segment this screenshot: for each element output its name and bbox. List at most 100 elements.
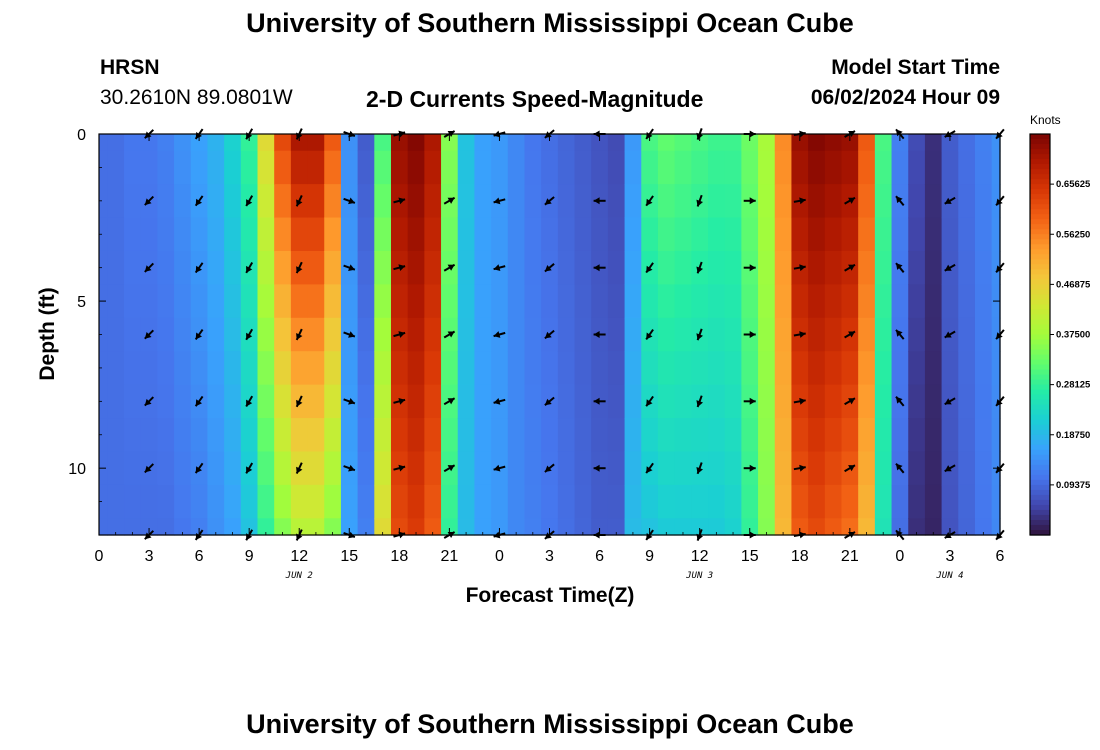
- heatmap-cell: [758, 150, 776, 185]
- heatmap-cell: [791, 150, 809, 185]
- heatmap-cell: [741, 217, 759, 252]
- heatmap-cell: [207, 484, 225, 519]
- heatmap-cell: [908, 451, 926, 486]
- heatmap-cell: [607, 250, 626, 285]
- heatmap-cell: [924, 184, 943, 219]
- heatmap-cell: [657, 518, 676, 536]
- heatmap-cell: [791, 217, 809, 252]
- heatmap-cell: [290, 351, 309, 386]
- heatmap-cell: [257, 418, 275, 453]
- heatmap-cell: [724, 351, 742, 386]
- heatmap-cell: [107, 284, 125, 319]
- colorbar-segment: [1030, 299, 1050, 306]
- heatmap-cell: [591, 134, 609, 152]
- heatmap-cell: [474, 284, 492, 319]
- heatmap-cell: [474, 418, 492, 453]
- heatmap-cell: [107, 518, 125, 536]
- heatmap-cell: [908, 484, 926, 519]
- colorbar-segment: [1030, 439, 1050, 446]
- heatmap-cell: [607, 351, 626, 386]
- heatmap-cell: [908, 134, 926, 152]
- heatmap-cell: [107, 384, 125, 419]
- heatmap-cell: [708, 134, 726, 152]
- current-arrow: [194, 462, 204, 474]
- heatmap-cell: [457, 451, 476, 486]
- colorbar-segment: [1030, 379, 1050, 386]
- heatmap-cell: [240, 418, 259, 453]
- heatmap-cell: [107, 418, 125, 453]
- heatmap-cell: [924, 384, 943, 419]
- heatmap-cell: [724, 317, 742, 352]
- x-tick-label: 3: [145, 548, 154, 565]
- heatmap-cell: [924, 150, 943, 185]
- heatmap-cell: [774, 250, 793, 285]
- model-start-label: Model Start Time: [831, 56, 1000, 79]
- heatmap-cell: [340, 351, 359, 386]
- heatmap-cell: [724, 451, 742, 486]
- page-title: University of Southern Mississippi Ocean…: [246, 8, 854, 38]
- colorbar-segment: [1030, 454, 1050, 461]
- heatmap-cell: [674, 184, 692, 219]
- heatmap-cell: [274, 150, 292, 185]
- heatmap-cell: [874, 384, 893, 419]
- heatmap-cell: [307, 284, 325, 319]
- colorbar-segment: [1030, 419, 1050, 426]
- heatmap-cell: [207, 184, 225, 219]
- heatmap-cell: [307, 217, 325, 252]
- heatmap-cell: [874, 451, 893, 486]
- current-arrow: [944, 397, 956, 406]
- current-arrow: [144, 463, 155, 474]
- heatmap-cell: [908, 284, 926, 319]
- heatmap-cell: [657, 317, 676, 352]
- heatmap-cell: [407, 184, 425, 219]
- heatmap-cell: [257, 150, 275, 185]
- heatmap-cell: [357, 284, 375, 319]
- current-arrow: [493, 331, 506, 338]
- heatmap-cell: [624, 150, 642, 185]
- colorbar-segment: [1030, 344, 1050, 351]
- current-arrow: [194, 195, 204, 207]
- heatmap-cell: [691, 518, 709, 536]
- heatmap-cell: [157, 150, 175, 185]
- heatmap-cell: [941, 134, 959, 152]
- x-tick-label: 12: [290, 548, 308, 565]
- plot-title: 2-D Currents Speed-Magnitude: [366, 86, 704, 112]
- heatmap-cell: [607, 217, 626, 252]
- heatmap-cell: [491, 351, 509, 386]
- heatmap-cell: [474, 351, 492, 386]
- heatmap-cell: [708, 150, 726, 185]
- heatmap-cell: [541, 284, 559, 319]
- heatmap-cell: [357, 150, 375, 185]
- heatmap-cell: [858, 418, 876, 453]
- heatmap-cell: [474, 518, 492, 536]
- current-arrow: [895, 262, 905, 273]
- heatmap-cell: [924, 351, 943, 386]
- colorbar-segment: [1030, 499, 1050, 506]
- heatmap-cell: [557, 317, 576, 352]
- colorbar-segment: [1030, 424, 1050, 431]
- heatmap-cell: [674, 484, 692, 519]
- colorbar-segment: [1030, 179, 1050, 185]
- heatmap-cell: [107, 351, 125, 386]
- heatmap-cell: [657, 384, 676, 419]
- heatmap-cell: [424, 484, 442, 519]
- heatmap-cell: [390, 351, 409, 386]
- heatmap-cell: [708, 518, 726, 536]
- heatmap-cell: [357, 384, 375, 419]
- heatmap-cell: [991, 384, 1001, 419]
- heatmap-cell: [791, 351, 809, 386]
- heatmap-cell: [174, 150, 192, 185]
- heatmap-cell: [124, 134, 142, 152]
- heatmap-cell: [758, 451, 776, 486]
- heatmap-cell: [257, 134, 275, 152]
- heatmap-cell: [974, 134, 993, 152]
- heatmap-cell: [290, 150, 309, 185]
- heatmap-cell: [441, 351, 459, 386]
- x-tick-label: 15: [741, 548, 759, 565]
- colorbar-segment: [1030, 489, 1050, 496]
- heatmap-cell: [274, 134, 292, 152]
- heatmap-cell: [190, 518, 209, 536]
- heatmap-cell: [174, 217, 192, 252]
- heatmap-cell: [290, 284, 309, 319]
- heatmap-cell: [407, 351, 425, 386]
